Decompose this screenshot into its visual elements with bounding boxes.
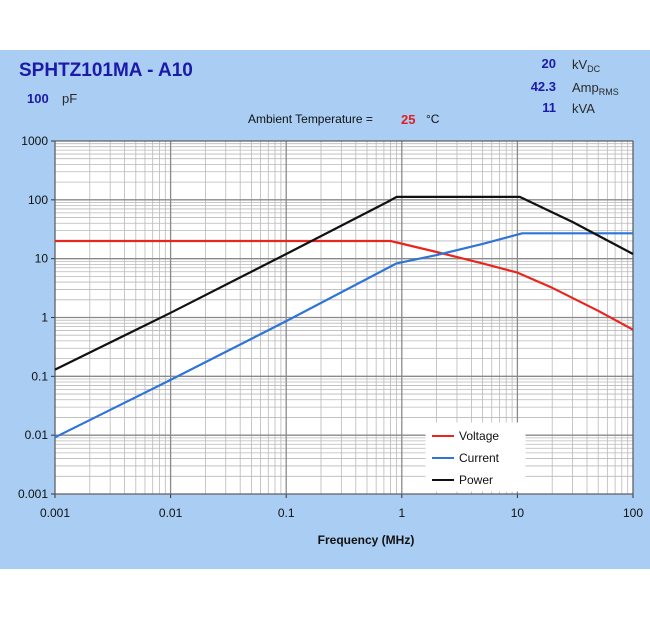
x-axis-title: Frequency (MHz) [318, 533, 415, 547]
power-rating-unit: kVA [572, 101, 595, 116]
x-tick-label: 0.1 [278, 506, 295, 520]
series-line-voltage [55, 239, 634, 331]
current-rating-unit: AmpRMS [572, 80, 619, 97]
y-tick-label: 0.01 [25, 428, 49, 442]
series-line-power [54, 195, 634, 371]
voltage-rating-unit: kVDC [572, 57, 601, 74]
x-tick-label: 0.001 [40, 506, 70, 520]
capacitance-unit: pF [62, 91, 78, 106]
legend-label-voltage: Voltage [459, 429, 499, 443]
ambient-temperature-unit: °C [426, 112, 440, 126]
y-tick-label: 1 [41, 311, 48, 325]
ambient-temperature-value: 25 [401, 112, 416, 127]
x-tick-label: 1 [398, 506, 405, 520]
x-tick-label: 10 [511, 506, 525, 520]
capacitance-value: 100 [27, 91, 49, 106]
y-tick-label: 0.001 [18, 487, 48, 501]
y-tick-label: 10 [35, 252, 49, 266]
legend-label-current: Current [459, 451, 500, 465]
power-rating-value: 11 [542, 100, 556, 115]
series-line-current [54, 232, 633, 439]
x-tick-label: 0.01 [159, 506, 183, 520]
y-tick-label: 100 [28, 193, 48, 207]
ambient-temperature-label: Ambient Temperature = [248, 112, 373, 126]
voltage-rating-value: 20 [541, 56, 556, 71]
y-tick-label: 0.1 [31, 369, 48, 383]
current-rating-value: 42.3 [530, 79, 556, 94]
legend-label-power: Power [459, 473, 493, 487]
plot-border [54, 140, 634, 495]
x-tick-label: 100 [623, 506, 643, 520]
chart-title: SPHTZ101MA - A10 [19, 60, 193, 81]
y-tick-label: 1000 [21, 134, 48, 148]
